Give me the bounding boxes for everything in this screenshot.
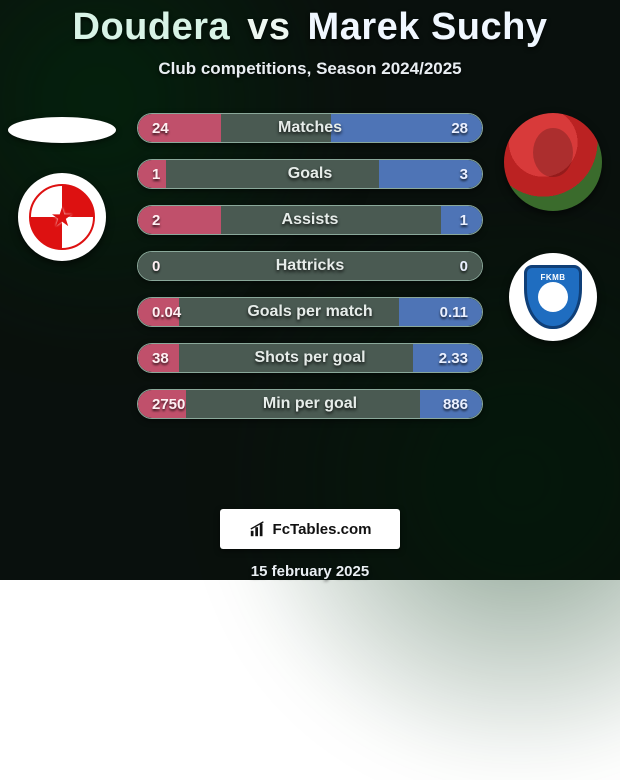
stat-value-right: 886	[443, 396, 468, 413]
club-crest-right: FKMB	[509, 253, 597, 341]
stat-bar: 0.04Goals per match0.11	[137, 297, 483, 327]
stat-bar: 2750Min per goal886	[137, 389, 483, 419]
stat-label: Shots per goal	[138, 349, 482, 367]
crest-fkmb-text: FKMB	[527, 273, 579, 282]
stat-label: Assists	[138, 211, 482, 229]
crest-slavia-inner: ★	[29, 184, 95, 250]
crest-slavia-star-icon: ★	[31, 186, 93, 248]
stat-bar: 2Assists1	[137, 205, 483, 235]
main-row: ★ 24Matches281Goals32Assists10Hattricks0…	[0, 113, 620, 491]
page-title: Doudera vs Marek Suchy	[73, 6, 548, 49]
title-player1: Doudera	[73, 6, 231, 48]
fctables-logo-icon	[249, 520, 267, 538]
stat-value-right: 28	[451, 120, 468, 137]
left-column: ★	[8, 113, 116, 261]
footer-date: 15 february 2025	[251, 563, 369, 580]
stats-bars: 24Matches281Goals32Assists10Hattricks00.…	[137, 113, 483, 419]
stat-label: Min per goal	[138, 395, 482, 413]
stat-value-right: 2.33	[439, 350, 468, 367]
crest-fkmb-shield: FKMB	[524, 265, 582, 329]
club-crest-left: ★	[18, 173, 106, 261]
stat-label: Matches	[138, 119, 482, 137]
subtitle: Club competitions, Season 2024/2025	[158, 59, 461, 79]
title-player2: Marek Suchy	[308, 6, 548, 48]
stat-label: Goals per match	[138, 303, 482, 321]
right-column: FKMB	[504, 113, 602, 341]
stat-value-right: 1	[460, 212, 468, 229]
stat-label: Hattricks	[138, 257, 482, 275]
stat-bar: 0Hattricks0	[137, 251, 483, 281]
stat-bar: 24Matches28	[137, 113, 483, 143]
stat-value-right: 3	[460, 166, 468, 183]
content-root: Doudera vs Marek Suchy Club competitions…	[0, 0, 620, 580]
stat-bar: 38Shots per goal2.33	[137, 343, 483, 373]
stat-value-right: 0.11	[440, 304, 468, 321]
stat-label: Goals	[138, 165, 482, 183]
photo-placeholder-ellipse	[8, 117, 116, 143]
title-vs: vs	[247, 6, 290, 48]
stat-value-right: 0	[460, 258, 468, 275]
stat-bar: 1Goals3	[137, 159, 483, 189]
footer-site-text: FcTables.com	[273, 521, 372, 538]
player-photo-right	[504, 113, 602, 211]
footer-branding: FcTables.com	[220, 509, 400, 549]
